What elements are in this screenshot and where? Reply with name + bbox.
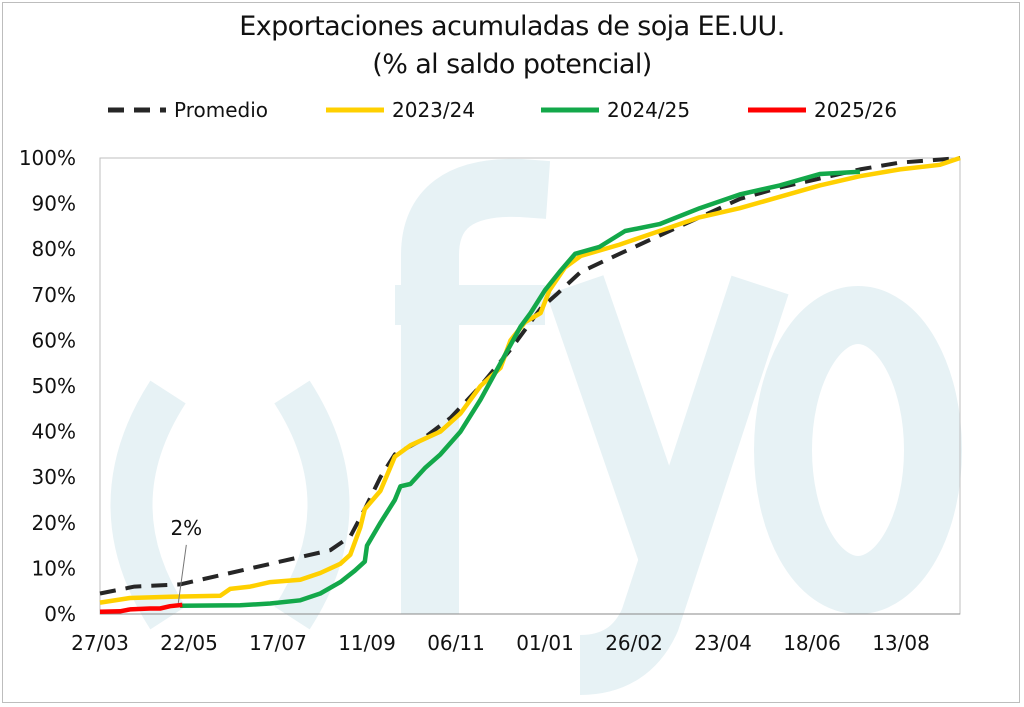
series-line-2023-24 [99,155,961,605]
annotation-leader-line [177,544,187,603]
y-tick-label: 10% [32,556,76,580]
x-tick-label: 23/04 [694,631,752,655]
y-tick-label: 100% [19,146,76,170]
title-line-1: Exportaciones acumuladas de soja EE.UU. [239,11,785,42]
watermark-f-shape [401,158,551,614]
x-tick-label: 17/07 [249,631,307,655]
y-tick-label: 60% [32,328,76,352]
y-tick-label: 30% [32,465,76,489]
x-tick-label: 26/02 [605,631,663,655]
watermark-o-shape [754,286,962,614]
y-tick-label: 70% [32,283,76,307]
x-tick-label: 18/06 [783,631,841,655]
watermark-open-paren-shape [110,380,186,630]
fyo-watermark-logo [110,158,962,695]
y-tick-label: 20% [32,511,76,535]
legend-label: 2025/26 [814,98,897,122]
x-tick-label: 13/08 [872,631,930,655]
chart-title: Exportaciones acumuladas de soja EE.UU. … [0,8,1024,84]
title-line-2: (% al saldo potencial) [372,49,652,80]
watermark-close-paren-shape [274,380,350,630]
annotation-label: 2% [170,516,202,540]
legend-label: 2024/25 [607,98,690,122]
watermark-y-right-shape [578,275,789,695]
series-line-2025-26 [99,602,183,614]
legend-label: Promedio [174,98,268,122]
legend-label: 2023/24 [392,98,475,122]
x-tick-label: 22/05 [160,631,218,655]
y-tick-label: 50% [32,374,76,398]
series-line-promedio [99,156,961,596]
y-tick-label: 80% [32,237,76,261]
series-line-2024-25 [180,169,861,609]
x-tick-label: 27/03 [71,631,129,655]
x-tick-label: 06/11 [427,631,485,655]
y-tick-label: 0% [44,602,76,626]
x-tick-label: 11/09 [338,631,396,655]
y-tick-label: 90% [32,192,76,216]
y-tick-label: 40% [32,420,76,444]
x-tick-label: 01/01 [516,631,574,655]
